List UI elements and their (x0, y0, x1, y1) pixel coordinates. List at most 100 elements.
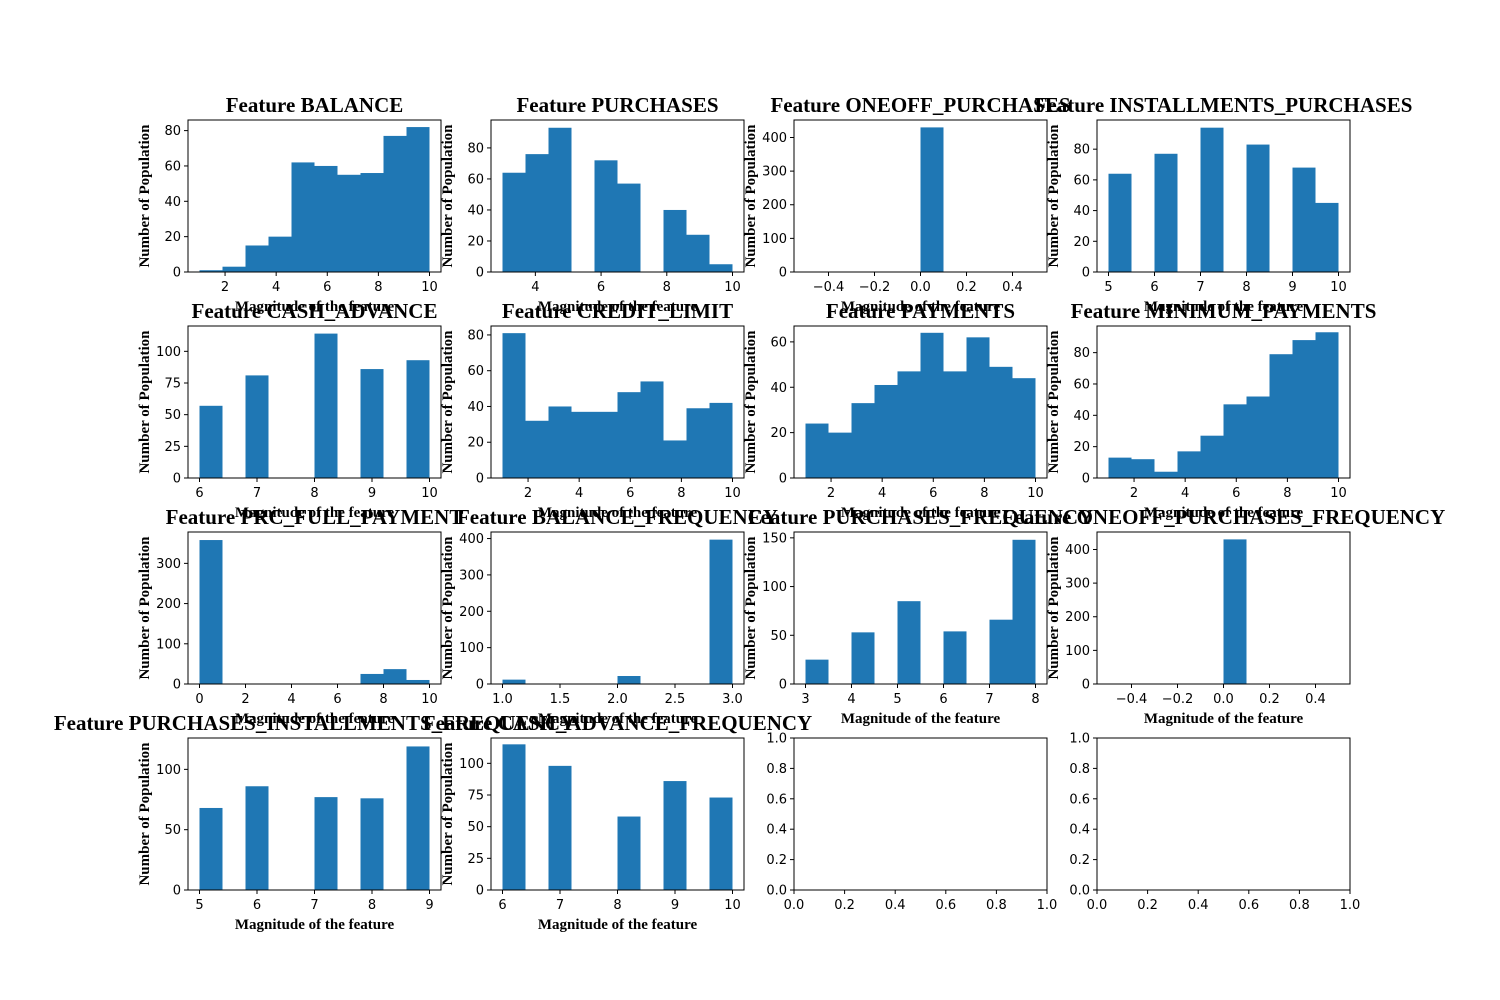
histogram-bar (1223, 404, 1247, 478)
y-tick-label: 400 (1065, 543, 1090, 558)
x-axis-label: Magnitude of the feature (235, 505, 395, 521)
y-tick-label: 60 (1073, 377, 1090, 392)
histogram-panel-3: −0.4 −0.2 0.0 0.2 0.4 0 100 200 300 400 Feature ON… (743, 93, 1071, 315)
histogram-bar (920, 332, 944, 478)
axes-frame (490, 119, 745, 273)
y-tick-label: 25 (467, 852, 484, 867)
x-tick-label: 0.6 (1238, 898, 1259, 913)
x-tick-label: 6 (939, 692, 947, 707)
histogram-bar (617, 676, 641, 684)
x-tick-label: 7 (310, 898, 318, 913)
y-tick-label: 200 (459, 605, 484, 620)
x-tick-label: 10 (1027, 486, 1044, 501)
y-tick-label: 0 (476, 472, 484, 487)
panel-title: Feature BALANCE_FREQUENCY (457, 505, 778, 529)
histogram-bar (502, 679, 526, 684)
y-tick-label: 40 (467, 400, 484, 415)
x-tick-label: 1.0 (1340, 898, 1361, 913)
x-tick-label: 0.8 (986, 898, 1007, 913)
x-tick-label: 4 (575, 486, 583, 501)
x-tick-label: 2 (827, 486, 835, 501)
x-tick-label: 8 (980, 486, 988, 501)
x-tick-label: 0.4 (1305, 692, 1326, 707)
y-tick-label: 1.0 (766, 732, 787, 747)
y-tick-label: 100 (762, 580, 787, 595)
histogram-bar (709, 797, 733, 890)
x-tick-label: 8 (1242, 280, 1250, 295)
x-tick-label: −0.4 (813, 280, 845, 295)
histogram-bar (686, 234, 710, 272)
histogram-bar (663, 781, 687, 890)
histogram-bar (1177, 451, 1201, 478)
histogram-bar (989, 366, 1013, 478)
y-tick-label: 100 (156, 763, 181, 778)
y-axis-label: Number of Population (1046, 330, 1062, 474)
y-tick-label: 400 (762, 131, 787, 146)
histogram-bar (1246, 396, 1270, 478)
axes-frame (187, 119, 442, 273)
histogram-bar (525, 154, 549, 272)
x-tick-label: 10 (1330, 486, 1347, 501)
x-tick-label: 6 (929, 486, 937, 501)
y-tick-label: 60 (164, 159, 181, 174)
x-tick-label: 2 (1130, 486, 1138, 501)
panel-title: Feature PRC_FULL_PAYMENT (166, 505, 464, 529)
x-tick-label: 4 (272, 280, 280, 295)
y-tick-label: 1.0 (1069, 732, 1090, 747)
histogram-bar (199, 270, 223, 272)
histogram-bar (314, 333, 338, 478)
histogram-bar (1200, 127, 1224, 273)
x-tick-label: 6 (1150, 280, 1158, 295)
y-axis-label: Number of Population (440, 330, 456, 474)
panel-title: Feature PURCHASES_FREQUENCY (748, 505, 1094, 529)
axes-frame (1096, 325, 1351, 479)
histogram-bar (1154, 153, 1178, 272)
histogram-bar (617, 183, 641, 272)
x-axis-label: Magnitude of the feature (841, 299, 1001, 315)
x-tick-label: 0.2 (956, 280, 977, 295)
x-tick-label: 8 (374, 280, 382, 295)
y-tick-label: 0.2 (766, 853, 787, 868)
x-tick-label: −0.2 (859, 280, 891, 295)
panel-title: Feature BALANCE (226, 93, 404, 117)
x-tick-label: 0.2 (834, 898, 855, 913)
histogram-bar (594, 160, 618, 272)
histogram-bar (1200, 435, 1224, 478)
histogram-bar (199, 405, 223, 478)
y-tick-label: 20 (1073, 440, 1090, 455)
x-tick-label: 9 (425, 898, 433, 913)
histogram-bar (874, 384, 898, 478)
x-axis-label: Magnitude of the feature (1144, 505, 1304, 521)
histogram-bar (406, 746, 430, 890)
y-axis-label: Number of Population (1046, 536, 1062, 680)
y-tick-label: 0 (173, 678, 181, 693)
y-axis-label: Number of Population (137, 124, 153, 268)
y-tick-label: 80 (1073, 346, 1090, 361)
x-tick-label: 0.0 (1087, 898, 1108, 913)
y-tick-label: 60 (1073, 173, 1090, 188)
x-axis-label: Magnitude of the feature (1144, 299, 1304, 315)
x-tick-label: 10 (421, 486, 438, 501)
histogram-bar (1154, 471, 1178, 478)
histogram-bar (291, 162, 315, 272)
x-axis-label: Magnitude of the feature (538, 711, 698, 727)
x-tick-label: 10 (724, 280, 741, 295)
histogram-bar (1315, 202, 1339, 272)
y-tick-label: 0 (779, 678, 787, 693)
x-tick-label: 3.0 (722, 692, 743, 707)
histogram-bar (245, 245, 269, 272)
histogram-bar (383, 135, 407, 272)
y-tick-label: 100 (762, 232, 787, 247)
x-tick-label: 2 (221, 280, 229, 295)
y-tick-label: 0 (173, 266, 181, 281)
histogram-bar (525, 420, 549, 478)
y-tick-label: 200 (762, 198, 787, 213)
x-tick-label: 4 (531, 280, 539, 295)
y-tick-label: 300 (762, 165, 787, 180)
x-tick-label: 10 (421, 692, 438, 707)
x-axis-label: Magnitude of the feature (841, 711, 1001, 727)
